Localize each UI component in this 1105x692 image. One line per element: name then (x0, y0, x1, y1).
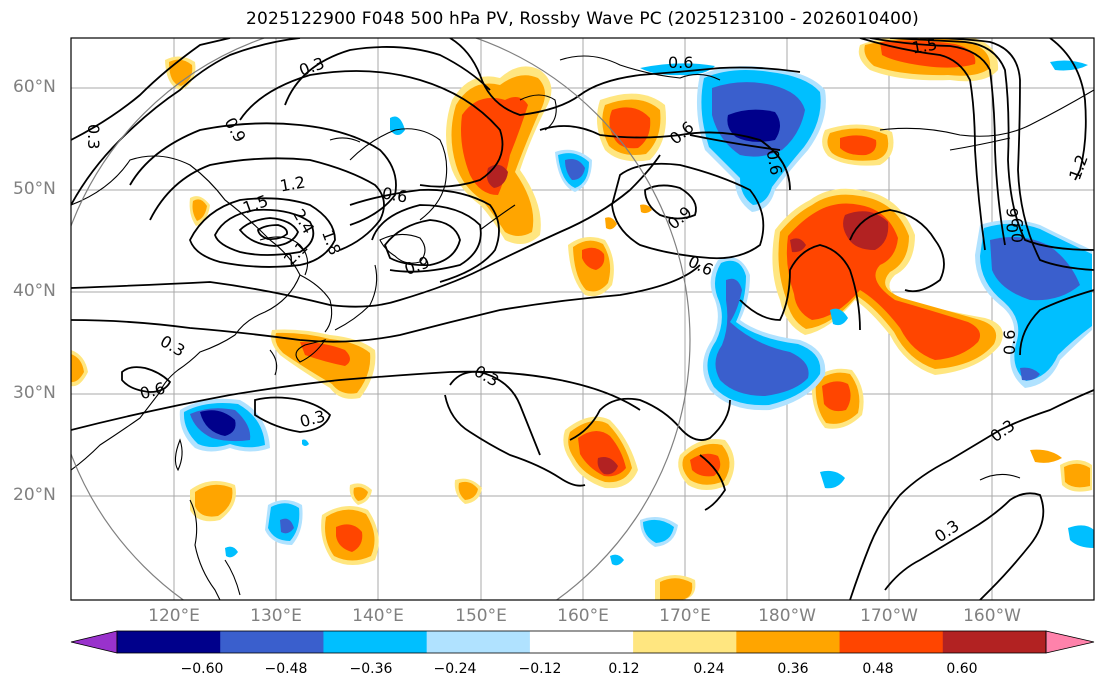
colorbar-cells (117, 631, 1047, 653)
colorbar-cell (117, 631, 221, 653)
colorbar-tick: 0.24 (693, 661, 725, 677)
colorbar-cell (426, 631, 531, 653)
colorbar-outline (116, 630, 1047, 654)
contour-label: 0.6 (1000, 330, 1019, 355)
lat-label-30n: 30°N (13, 383, 56, 403)
contour-label: 0.6 (763, 148, 786, 176)
colorbar-tick: −0.24 (433, 661, 477, 677)
contour-label: 0.6 (668, 53, 693, 72)
colorbar-cell (220, 631, 324, 653)
colorbar-tick: −0.36 (349, 661, 393, 677)
lat-label-50n: 50°N (13, 179, 56, 199)
contour-label: 1.2 (278, 172, 306, 195)
colorbar-tick: 0.36 (777, 661, 809, 677)
lon-label-160w: 160°W (963, 606, 1021, 626)
colorbar-cell (736, 631, 841, 653)
colorbar-cell (942, 631, 1047, 653)
lon-label-140e: 140°E (352, 606, 404, 626)
lat-label-60n: 60°N (13, 77, 56, 97)
contour-label: 0.6 (1003, 208, 1022, 233)
colorbar-tick: 0.60 (946, 661, 978, 677)
colorbar-extend-low (70, 630, 118, 654)
colorbar-tick: 0.12 (608, 661, 640, 677)
colorbar-tick: 0.48 (862, 661, 894, 677)
colorbar (70, 630, 1095, 654)
contour-label: 1.5 (910, 34, 938, 57)
coastlines (71, 55, 1094, 600)
negative-anomaly-shading (179, 60, 1094, 566)
lon-label-170w: 170°W (860, 606, 918, 626)
lon-label-180w: 180°W (758, 606, 816, 626)
lat-label-20n: 20°N (13, 485, 56, 505)
lon-label-130e: 130°E (250, 606, 302, 626)
reference-circle (71, 38, 691, 600)
lon-label-120e: 120°E (148, 606, 200, 626)
colorbar-extend-high (1045, 630, 1095, 654)
lon-label-170e: 170°E (659, 606, 711, 626)
colorbar-tick: −0.12 (518, 661, 562, 677)
lat-label-40n: 40°N (13, 281, 56, 301)
map-frame (70, 37, 1095, 601)
contour-label: 0.9 (1008, 218, 1027, 243)
lon-label-150e: 150°E (455, 606, 507, 626)
colorbar-tick: −0.60 (180, 661, 224, 677)
lon-label-160e: 160°E (557, 606, 609, 626)
colorbar-cell (323, 631, 428, 653)
map-title: 2025122900 F048 500 hPa PV, Rossby Wave … (246, 9, 919, 29)
colorbar-cell (633, 631, 737, 653)
colorbar-cell (839, 631, 944, 653)
colorbar-tick: −0.48 (264, 661, 308, 677)
pv-contours (71, 38, 1094, 600)
contour-label: 0.6 (381, 183, 409, 206)
contour-label: 0.3 (84, 124, 103, 149)
colorbar-cell (529, 631, 634, 653)
